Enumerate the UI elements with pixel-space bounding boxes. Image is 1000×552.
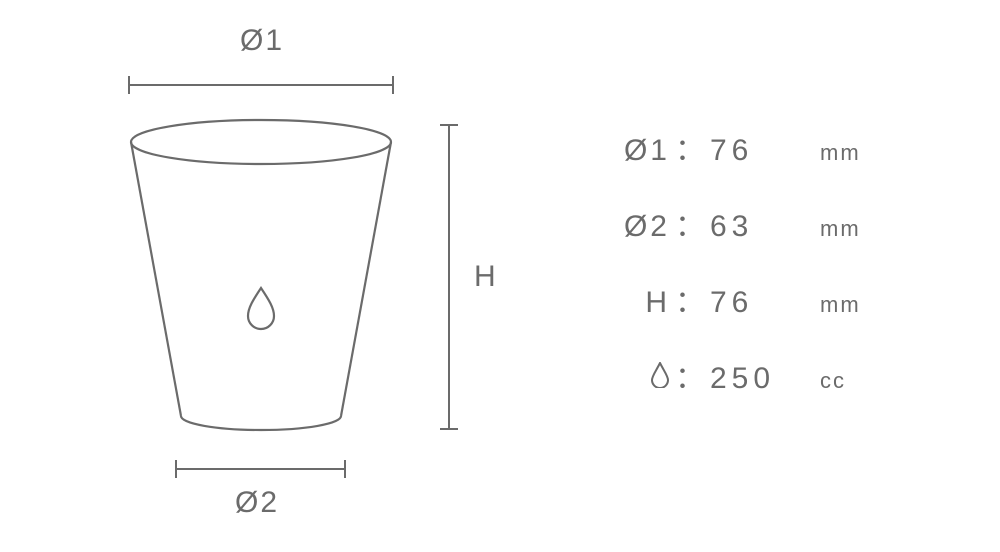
spec-label: Ø2 [580,210,670,244]
height-tick-bottom [440,428,458,430]
spec-colon: ： [670,277,710,321]
spec-label [580,362,670,396]
height-line [448,124,450,430]
height-tick-top [440,124,458,126]
spec-value: 63 [710,210,820,244]
spec-colon: ： [670,201,710,245]
spec-colon: ： [670,125,710,169]
height-label: H [474,260,498,294]
spec-row: Ø2：63mm [580,201,920,245]
diameter-bottom-label: Ø2 [235,486,279,520]
cup-dimension-diagram: Ø1 H Ø2 [60,30,560,530]
spec-unit: mm [820,140,880,166]
spec-row: H：76mm [580,277,920,321]
spec-row: ：250cc [580,353,920,397]
spec-unit: mm [820,216,880,242]
specs-table: Ø1：76mmØ2：63mmH：76mm：250cc [580,125,920,429]
spec-unit: cc [820,368,880,394]
spec-value: 76 [710,286,820,320]
drop-icon [248,288,274,329]
spec-value: 76 [710,134,820,168]
spec-value: 250 [710,362,820,396]
spec-unit: mm [820,292,880,318]
diameter-bottom-line [175,468,346,470]
diameter-bottom-tick-left [175,460,177,478]
spec-colon: ： [670,353,710,397]
spec-label: Ø1 [580,134,670,168]
drop-icon [650,362,670,388]
spec-row: Ø1：76mm [580,125,920,169]
spec-label: H [580,286,670,320]
diameter-bottom-tick-right [344,460,346,478]
